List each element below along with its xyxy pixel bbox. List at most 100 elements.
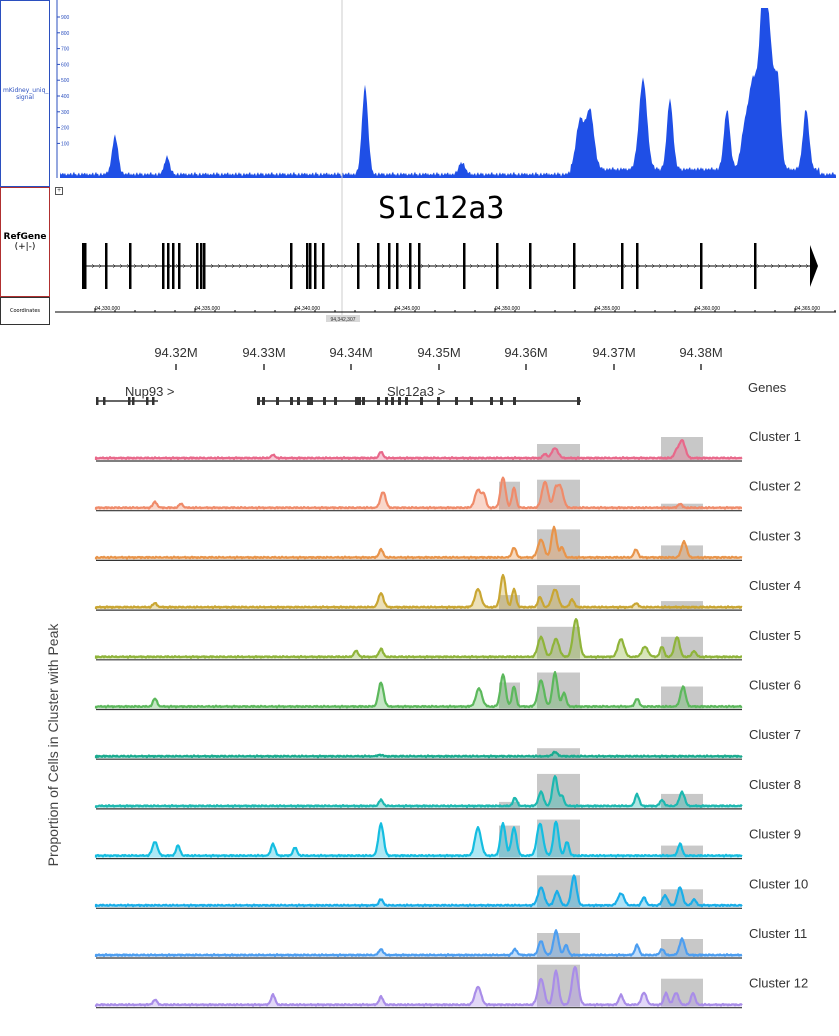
refgene-track-label[interactable]: RefGene (+|-)	[0, 187, 50, 297]
strand-arrow	[777, 263, 781, 269]
strand-arrow	[98, 263, 102, 269]
strand-arrow	[525, 263, 529, 269]
strand-arrow	[252, 263, 256, 269]
signal-axis-tick-label: 700	[61, 47, 70, 53]
gene-exon	[418, 243, 421, 289]
peak-highlight-box	[661, 939, 703, 957]
strand-arrow	[259, 263, 263, 269]
cluster-label: Cluster 2	[749, 479, 801, 494]
strand-arrow	[693, 263, 697, 269]
gene-exon-nup93	[103, 397, 106, 405]
strand-arrow	[504, 263, 508, 269]
strand-arrow	[756, 263, 760, 269]
strand-arrow	[602, 263, 606, 269]
strand-arrow	[581, 263, 585, 269]
strand-arrow	[329, 263, 333, 269]
strand-arrow	[574, 263, 578, 269]
strand-arrow	[392, 263, 396, 269]
strand-arrow	[630, 263, 634, 269]
coordinate-tick-label: 94,335,000	[195, 306, 220, 312]
strand-arrow	[707, 263, 711, 269]
cluster-track-5: Cluster 5	[94, 618, 801, 661]
gene-exon	[388, 243, 391, 289]
strand-arrow	[350, 263, 354, 269]
strand-arrow	[245, 263, 249, 269]
strand-arrow	[119, 263, 123, 269]
strand-arrow	[805, 263, 809, 269]
strand-arrow	[553, 263, 557, 269]
strand-arrow	[539, 263, 543, 269]
gene-exon	[84, 243, 87, 289]
refgene-label-text: RefGene (+|-)	[4, 232, 47, 252]
genes-track-label: Genes	[748, 380, 787, 395]
gene-exon	[200, 243, 203, 289]
strand-arrow	[469, 263, 473, 269]
cluster-coverage-line	[94, 439, 743, 461]
cluster-label: Cluster 5	[749, 628, 801, 643]
coordinates-track-label[interactable]: Coordinates	[0, 297, 50, 325]
cluster-coverage-fill	[96, 575, 742, 610]
strand-arrow	[672, 263, 676, 269]
gene-title: S1c12a3	[378, 191, 505, 226]
cluster-coverage-line	[94, 618, 743, 659]
strand-arrow	[441, 263, 445, 269]
strand-arrow	[434, 263, 438, 269]
cluster-coverage-line	[94, 874, 743, 908]
cluster-track-3: Cluster 3	[94, 525, 801, 561]
cluster-coverage-line	[94, 820, 743, 858]
strand-arrow	[735, 263, 739, 269]
gene-exon-slc12a3	[420, 397, 423, 405]
coordinate-tick-label: 94,345,000	[395, 306, 420, 312]
cluster-label: Cluster 10	[749, 876, 808, 891]
cluster-coverage-fill	[96, 440, 742, 460]
genome-browser-tracks: 900 800 700 600 500 400 300 200 100 94,330,000 94,…	[55, 0, 836, 323]
strand-arrow	[413, 263, 417, 269]
gene-exon	[409, 243, 412, 289]
gene-exon	[621, 243, 624, 289]
strand-arrow	[644, 263, 648, 269]
strand-arrow	[637, 263, 641, 269]
signal-axis-tick-label: 400	[61, 94, 70, 100]
gene-exon-slc12a3	[297, 397, 300, 405]
genome-browser-panel: mKidney_uniq_ signal RefGene (+|-) Coord…	[0, 0, 839, 325]
gene-exon-slc12a3	[310, 397, 313, 405]
gene-exon	[105, 243, 108, 289]
gene-exon-nup93	[96, 397, 99, 405]
signal-track-label-text: mKidney_uniq_ signal	[3, 86, 49, 101]
strand-arrow	[651, 263, 655, 269]
strand-arrow	[112, 263, 116, 269]
strand-arrow	[133, 263, 137, 269]
gene-exon	[357, 243, 360, 289]
plus-box-icon[interactable]: +	[55, 187, 63, 195]
cluster-track-4: Cluster 4	[94, 573, 801, 611]
cluster-coverage-line	[94, 671, 743, 709]
strand-arrow	[616, 263, 620, 269]
strand-arrow	[140, 263, 144, 269]
cluster-coverage-line	[94, 573, 743, 610]
gene-exon-nup93	[132, 397, 135, 405]
gene-exon	[322, 243, 325, 289]
gene-exon-slc12a3	[405, 397, 408, 405]
x-tick-label: 94.32M	[154, 345, 197, 360]
coordinates-label-text: Coordinates	[9, 308, 40, 314]
signal-axis-tick-label: 600	[61, 62, 70, 68]
strand-arrow	[490, 263, 494, 269]
cluster-coverage-fill	[96, 619, 742, 659]
coordinate-tick-label: 94,350,000	[495, 306, 520, 312]
signal-track-label[interactable]: mKidney_uniq_ signal	[0, 0, 50, 187]
strand-arrow	[168, 263, 172, 269]
strand-arrow	[301, 263, 305, 269]
signal-axis-tick-label: 100	[61, 141, 70, 147]
gene-exon-slc12a3	[362, 397, 365, 405]
gene-exon-slc12a3	[500, 397, 503, 405]
peak-highlight-box	[661, 601, 703, 610]
strand-arrow	[378, 263, 382, 269]
strand-arrow	[798, 263, 802, 269]
peak-highlight-box	[499, 595, 520, 610]
strand-arrow	[427, 263, 431, 269]
gene-end-arrow	[810, 245, 818, 287]
gene-label-nup93: Nup93 >	[125, 384, 175, 399]
gene-exon	[203, 243, 206, 289]
signal-axis-tick-label: 200	[61, 126, 70, 132]
x-tick-label: 94.35M	[417, 345, 460, 360]
